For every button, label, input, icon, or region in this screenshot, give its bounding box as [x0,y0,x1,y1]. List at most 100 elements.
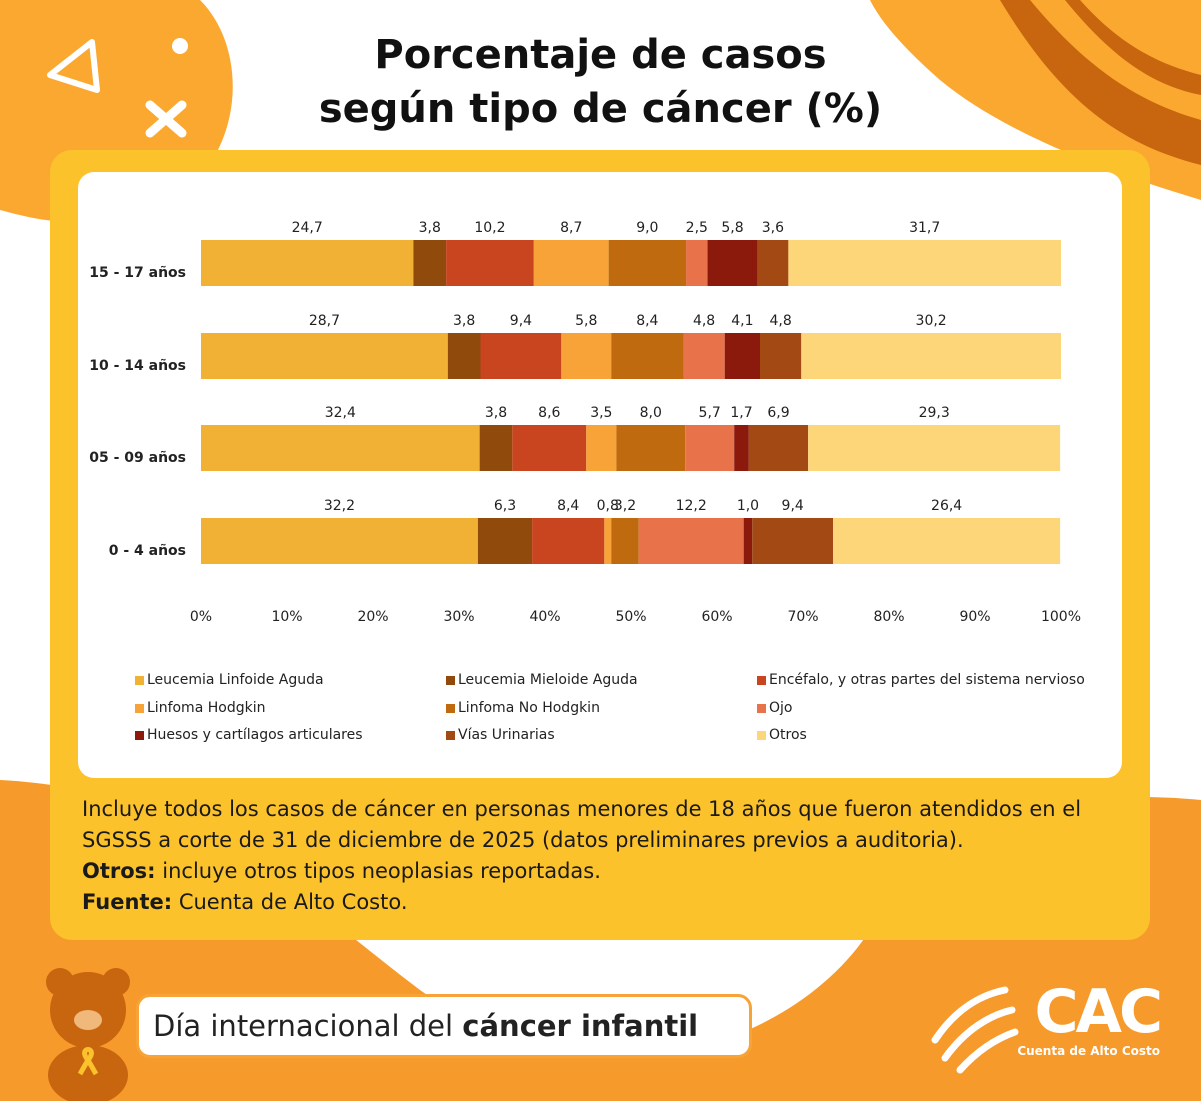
value-label: 0,8 [597,498,619,514]
teddy-bear [46,968,130,1101]
banner-bold: cáncer infantil [462,1009,699,1043]
value-label: 12,2 [676,498,707,514]
legend-swatch [757,676,766,685]
bar-segment [724,333,760,379]
x-tick-label: 10% [271,609,302,625]
value-label: 8,4 [636,313,658,329]
bar-segment [734,425,749,471]
source-text: Cuenta de Alto Costo. [178,890,408,914]
bar-segment [608,240,687,286]
bar-segment [611,333,684,379]
value-label: 9,4 [782,498,804,514]
title: Porcentaje de casos según tipo de cáncer… [0,28,1201,136]
value-label: 5,8 [721,220,743,236]
bar-segment [743,518,753,564]
bar-segment [201,240,414,286]
value-label: 26,4 [931,498,962,514]
value-label: 6,9 [767,405,789,421]
bar-segment [532,518,605,564]
x-tick-label: 0% [190,609,212,625]
value-label: 6,3 [494,498,516,514]
bar-segment [833,518,1061,564]
banner: Día internacional del cáncer infantil [136,994,752,1058]
legend-label: Encéfalo, y otras partes del sistema ner… [769,672,1085,688]
bar-segment [685,425,735,471]
value-label: 8,0 [640,405,662,421]
category-label: 10 - 14 años [89,358,186,374]
note-text: incluye otros tipos neoplasias reportada… [162,859,601,883]
bar-segment [638,518,744,564]
legend-label: Leucemia Mieloide Aguda [458,672,638,688]
cross [145,100,187,138]
bar-segment [480,333,562,379]
value-label: 31,7 [909,220,940,236]
value-label: 24,7 [292,220,323,236]
legend-swatch [446,704,455,713]
value-label: 3,2 [614,498,636,514]
value-label: 10,2 [474,220,505,236]
value-label: 3,8 [419,220,441,236]
source: Fuente: Cuenta de Alto Costo. [82,887,1122,918]
value-label: 30,2 [916,313,947,329]
value-label: 4,8 [770,313,792,329]
legend-label: Leucemia Linfoide Aguda [147,672,324,688]
title-line: Porcentaje de casos [374,32,827,78]
x-tick-label: 40% [529,609,560,625]
x-tick-label: 60% [701,609,732,625]
description: Incluye todos los casos de cáncer en per… [82,797,1082,852]
bar-segment [533,240,609,286]
logo-mark [931,986,1019,1074]
bar-segment [616,425,686,471]
legend-label: Linfoma Hodgkin [147,700,265,716]
legend-label: Linfoma No Hodgkin [458,700,600,716]
bar-segment [707,240,758,286]
logo-subtitle: Cuenta de Alto Costo [1017,1044,1160,1058]
x-tick-label: 90% [959,609,990,625]
value-label: 9,4 [510,313,532,329]
legend-swatch [446,676,455,685]
bar-segment [512,425,587,471]
legend-label: Ojo [769,700,792,716]
bar-segment [477,518,533,564]
chart-background [78,172,1122,778]
stripe [1065,0,1201,95]
value-label: 32,4 [325,405,356,421]
logo-name: CAC [1034,977,1163,1047]
bar-segment [604,518,612,564]
legend-swatch [135,731,144,740]
value-label: 4,8 [693,313,715,329]
chart: 15 - 17 años 24,7 3,8 10,2 8,7 9,0 2,5 5,8 3,6 31… [78,172,1122,778]
category-label: 0 - 4 años [109,543,186,559]
title-line: según tipo de cáncer (%) [318,86,883,132]
bar-segment [760,333,802,379]
legend-swatch [757,704,766,713]
note: Otros: incluye otros tipos neoplasias re… [82,856,1122,887]
value-label: 2,5 [686,220,708,236]
bar-segment [757,240,789,286]
x-tick-label: 70% [787,609,818,625]
bar-segment [788,240,1061,286]
bar-segment [201,425,480,471]
bar-segment [479,425,513,471]
stripe [1000,0,1201,165]
bar-segment [611,518,639,564]
value-label: 1,7 [730,405,752,421]
x-tick-label: 30% [443,609,474,625]
x-tick-label: 100% [1041,609,1081,625]
value-label: 3,8 [485,405,507,421]
value-label: 8,6 [538,405,560,421]
triangle [47,39,100,93]
value-label: 9,0 [636,220,658,236]
bar-segment [808,425,1061,471]
bar-segment [586,425,617,471]
banner-text: Día internacional del [153,1009,454,1043]
x-tick-label: 50% [615,609,646,625]
value-label: 3,6 [762,220,784,236]
value-label: 8,4 [557,498,579,514]
bar-segment [683,333,725,379]
value-label: 8,7 [560,220,582,236]
logo: CAC Cuenta de Alto Costo [1010,977,1163,1058]
note-label: Otros: [82,859,156,883]
dot [172,38,188,54]
bar-segment [801,333,1061,379]
